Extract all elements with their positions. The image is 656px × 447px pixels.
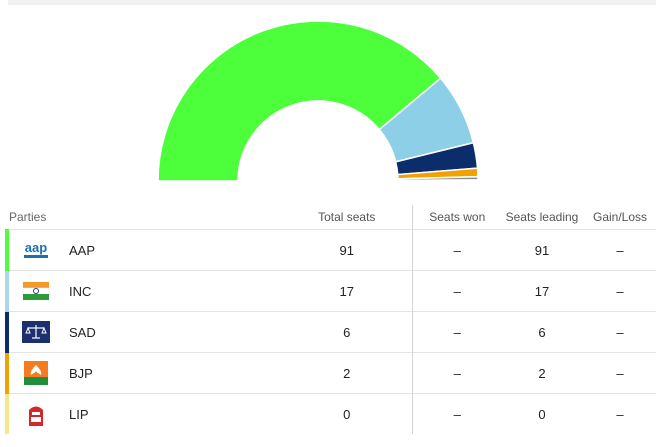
gain-loss-cell: – bbox=[582, 352, 656, 394]
scales-icon bbox=[21, 320, 51, 344]
gain-loss-cell: – bbox=[582, 311, 656, 353]
table-row-lip: LIP 0 – 0 – bbox=[5, 393, 656, 434]
lip-logo-icon bbox=[21, 402, 51, 426]
svg-text:aap: aap bbox=[25, 240, 47, 255]
table-row-sad: SAD 6 – 6 – bbox=[5, 311, 656, 353]
gain-loss-cell: – bbox=[582, 229, 656, 271]
results-table: Parties Total seats Seats won Seats lead… bbox=[5, 205, 656, 434]
party-name: BJP bbox=[69, 365, 93, 381]
donut-slice-aap bbox=[157, 20, 442, 182]
header-parties: Parties bbox=[9, 210, 47, 224]
bjp-logo-icon bbox=[21, 361, 51, 385]
party-name: SAD bbox=[69, 324, 96, 340]
total-seats-cell: 0 bbox=[282, 393, 413, 434]
party-cell: INC bbox=[5, 270, 282, 312]
gain-loss-cell: – bbox=[582, 270, 656, 312]
total-seats-cell: 6 bbox=[282, 311, 413, 353]
header-seats-leading: Seats leading bbox=[505, 210, 579, 224]
party-cell: aap AAP bbox=[5, 229, 282, 271]
party-cell: LIP bbox=[5, 393, 282, 434]
gain-loss-cell: – bbox=[582, 393, 656, 434]
total-seats-cell: 17 bbox=[282, 270, 413, 312]
inc-flag-icon bbox=[21, 279, 51, 303]
table-row-aap: aap AAP 91 – 91 – bbox=[5, 229, 656, 271]
party-name: AAP bbox=[69, 242, 96, 258]
total-seats-cell: 2 bbox=[282, 352, 413, 394]
header-gain-loss: Gain/Loss bbox=[592, 210, 648, 224]
seats-won-cell: – bbox=[412, 352, 502, 394]
aap-logo-icon: aap bbox=[21, 238, 51, 262]
seats-won-cell: – bbox=[412, 311, 502, 353]
seat-share-half-donut bbox=[157, 20, 479, 182]
table-header-row: Parties Total seats Seats won Seats lead… bbox=[7, 205, 656, 230]
party-cell: SAD bbox=[5, 311, 282, 353]
party-name: LIP bbox=[69, 406, 89, 422]
header-total-seats: Total seats bbox=[282, 205, 413, 230]
table-row-bjp: BJP 2 – 2 – bbox=[5, 352, 656, 394]
header-seats-won: Seats won bbox=[429, 210, 486, 224]
seats-leading-cell: 6 bbox=[502, 311, 582, 353]
seats-won-cell: – bbox=[412, 393, 502, 434]
table-row-inc: INC 17 – 17 – bbox=[5, 270, 656, 312]
seats-leading-cell: 0 bbox=[502, 393, 582, 434]
donut-slice-lip bbox=[397, 175, 479, 182]
seats-leading-cell: 91 bbox=[502, 229, 582, 271]
seats-won-cell: – bbox=[412, 270, 502, 312]
total-seats-cell: 91 bbox=[282, 229, 413, 271]
seats-leading-cell: 17 bbox=[502, 270, 582, 312]
seats-won-cell: – bbox=[412, 229, 502, 271]
party-name: INC bbox=[69, 283, 92, 299]
top-strip bbox=[8, 0, 656, 5]
party-cell: BJP bbox=[5, 352, 282, 394]
seats-leading-cell: 2 bbox=[502, 352, 582, 394]
